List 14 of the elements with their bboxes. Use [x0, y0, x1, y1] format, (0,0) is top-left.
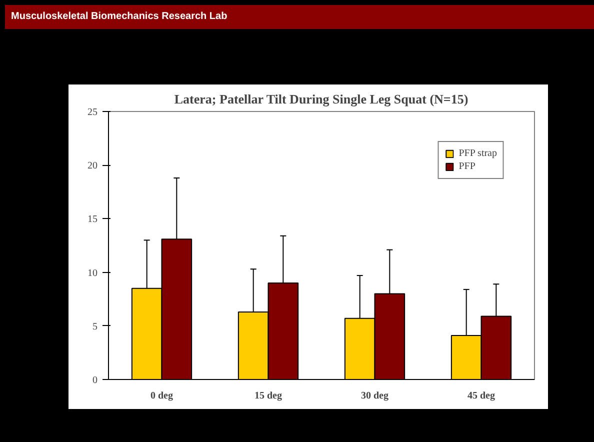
- x-tick-label: 45 deg: [468, 390, 495, 402]
- y-tick-label: 25: [88, 107, 98, 118]
- x-tick-label: 30 deg: [361, 390, 388, 402]
- text: Musculoskeletal Biomechanics Research Lab: [11, 10, 228, 24]
- y-tick-label: 5: [92, 321, 98, 332]
- legend-label: PFP: [458, 161, 476, 172]
- legend-label: PFP strap: [458, 148, 497, 159]
- y-tick-label: 20: [88, 160, 98, 172]
- y-tick-label: 10: [88, 268, 98, 279]
- chart-title: Latera; Patellar Tilt During Single Leg Squat (N=15): [174, 92, 468, 106]
- y-tick-label: 0: [92, 375, 98, 386]
- x-tick-label: 0 deg: [150, 390, 173, 402]
- y-tick-label: 15: [88, 214, 98, 226]
- x-tick-label: 15 deg: [254, 390, 282, 402]
